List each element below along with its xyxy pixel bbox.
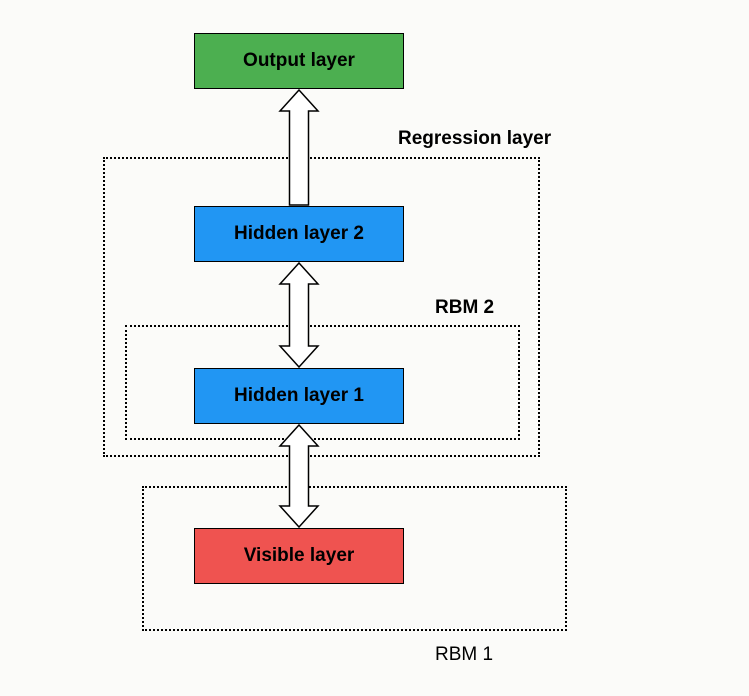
node-hidden-layer-1: Hidden layer 1 — [194, 368, 404, 424]
diagram-canvas: Output layer Hidden layer 2 Hidden layer… — [0, 0, 749, 696]
arrow-visible-hidden1 — [278, 424, 320, 528]
label-rbm-1: RBM 1 — [435, 644, 493, 666]
arrow-hidden1-hidden2 — [278, 262, 320, 368]
node-visible-layer: Visible layer — [194, 528, 404, 584]
label-rbm-2: RBM 2 — [435, 297, 494, 319]
node-output-layer: Output layer — [194, 33, 404, 89]
node-label: Hidden layer 2 — [234, 223, 364, 245]
arrow-hidden2-output — [278, 89, 320, 206]
node-hidden-layer-2: Hidden layer 2 — [194, 206, 404, 262]
label-regression-layer: Regression layer — [398, 128, 551, 150]
node-label: Output layer — [243, 50, 355, 72]
node-label: Hidden layer 1 — [234, 385, 364, 407]
node-label: Visible layer — [244, 545, 355, 567]
